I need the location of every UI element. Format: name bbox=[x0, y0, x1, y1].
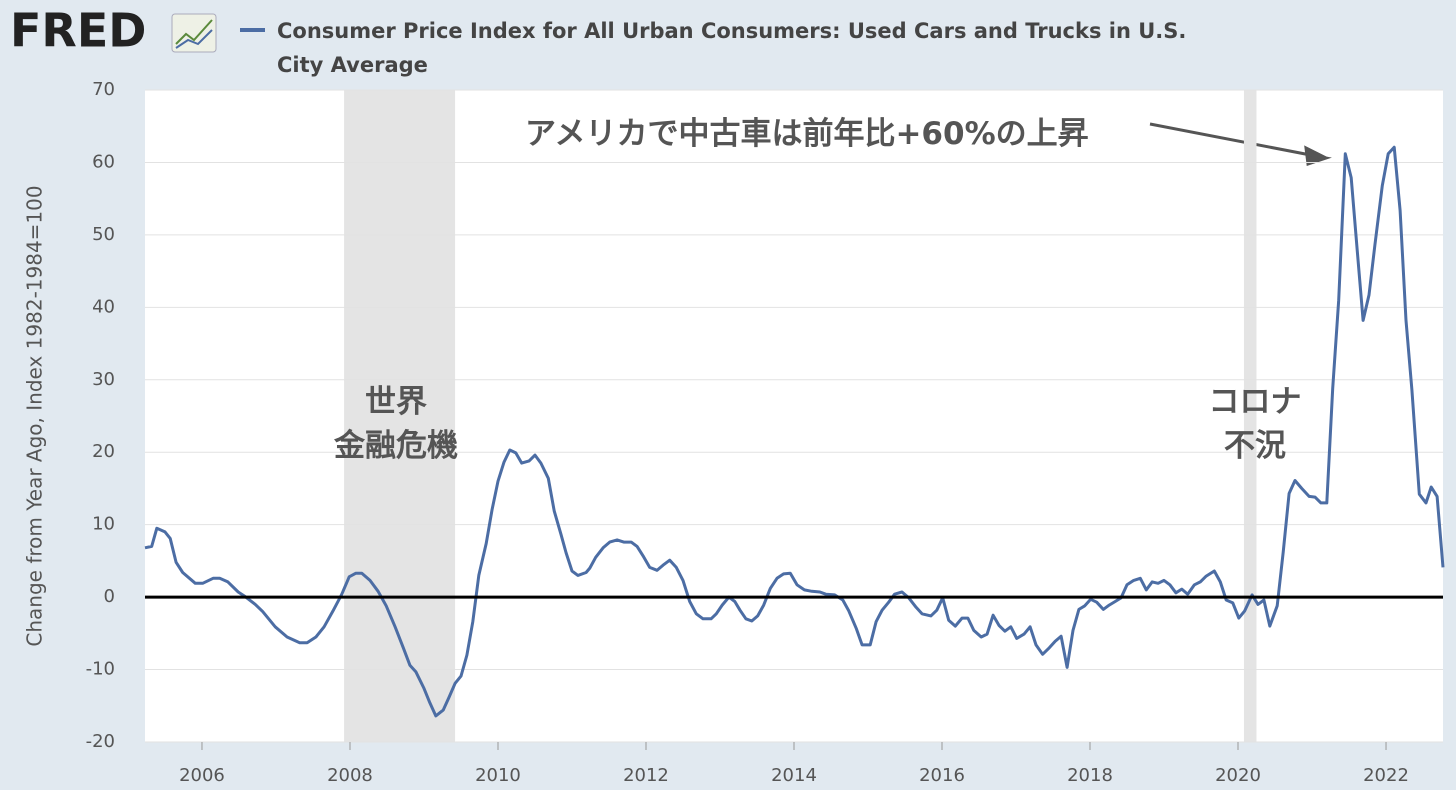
x-tick-label: 2006 bbox=[179, 765, 225, 786]
data-line bbox=[144, 145, 1445, 718]
recession-shade bbox=[1243, 90, 1257, 742]
annotation-arrow bbox=[1149, 122, 1332, 167]
x-tick-label: 2020 bbox=[1215, 765, 1261, 786]
y-tick-label: 20 bbox=[92, 441, 115, 462]
x-tick-label: 2012 bbox=[623, 765, 669, 786]
y-tick-label: 10 bbox=[92, 514, 115, 535]
annotation: コロナ 不況 bbox=[1208, 384, 1302, 464]
x-tick-label: 2008 bbox=[327, 765, 373, 786]
recession-shade bbox=[344, 90, 456, 742]
x-tick-label: 2018 bbox=[1067, 765, 1113, 786]
y-tick-label: -20 bbox=[86, 731, 115, 752]
legend-label: Consumer Price Index for All Urban Consu… bbox=[277, 19, 1187, 77]
logo: FRED bbox=[10, 4, 146, 58]
x-tick-label: 2022 bbox=[1363, 765, 1409, 786]
y-tick-label: 50 bbox=[92, 224, 115, 245]
y-tick-label: 60 bbox=[92, 151, 115, 172]
y-tick-label: 30 bbox=[92, 369, 115, 390]
annotation: アメリカで中古車は前年比+60%の上昇 bbox=[525, 116, 1089, 152]
x-tick-label: 2016 bbox=[919, 765, 965, 786]
logo-icon bbox=[171, 13, 217, 53]
x-tick-label: 2010 bbox=[475, 765, 521, 786]
x-tick-label: 2014 bbox=[771, 765, 817, 786]
y-tick-label: 0 bbox=[104, 586, 115, 607]
y-tick-label: -10 bbox=[86, 659, 115, 680]
y-tick-label: 40 bbox=[92, 296, 115, 317]
y-axis-label: Change from Year Ago, Index 1982-1984=10… bbox=[23, 185, 47, 646]
y-tick-label: 70 bbox=[92, 79, 115, 100]
annotation: 世界 金融危機 bbox=[334, 384, 458, 464]
